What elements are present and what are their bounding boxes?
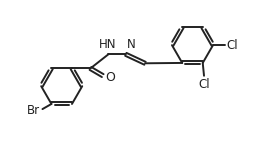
Text: N: N [127, 38, 136, 51]
Text: O: O [105, 71, 115, 84]
Text: Cl: Cl [226, 39, 238, 52]
Text: Cl: Cl [198, 78, 210, 91]
Text: HN: HN [99, 38, 116, 51]
Text: Br: Br [27, 104, 40, 117]
